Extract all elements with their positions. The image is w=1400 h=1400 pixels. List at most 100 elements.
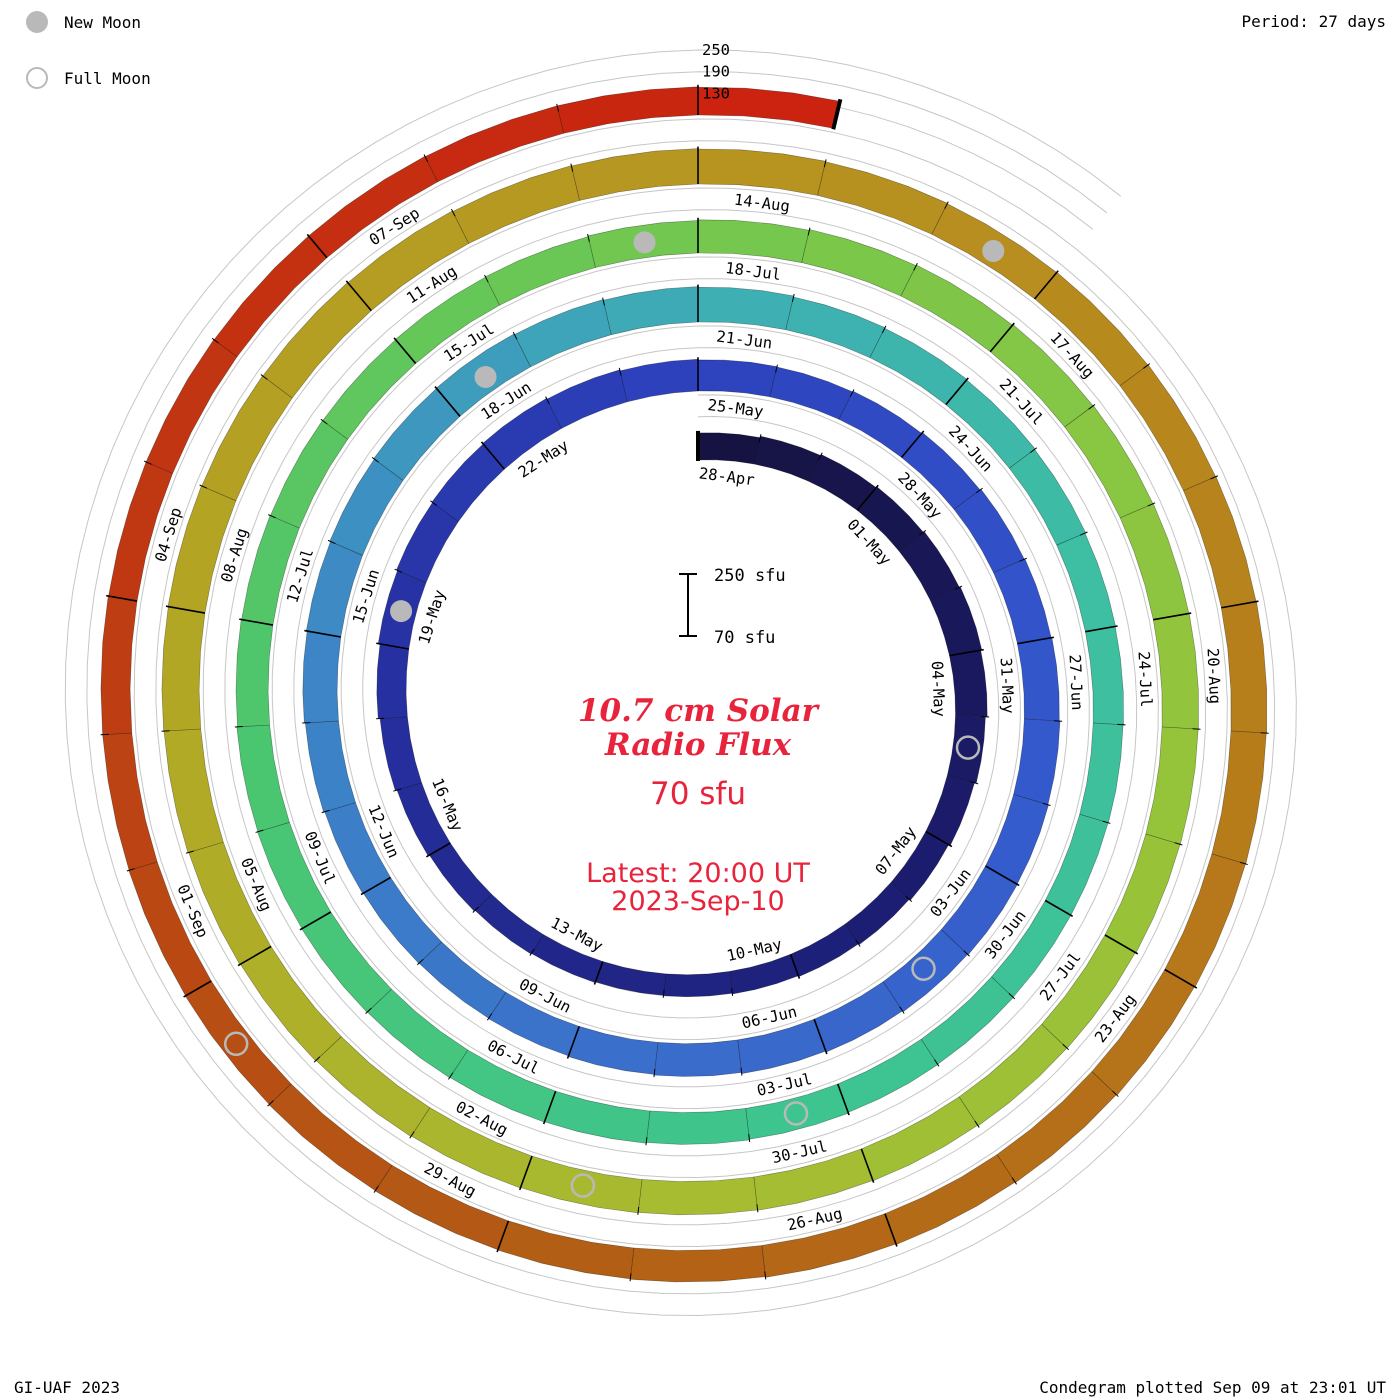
segment-divider: [884, 1213, 898, 1247]
segment-divider: [945, 377, 969, 406]
flux-axis-label-130: 130: [702, 84, 730, 102]
scale-bar-bottom-label: 70 sfu: [714, 628, 775, 648]
day-tick: [313, 1056, 321, 1063]
new-moon-marker: [982, 240, 1005, 263]
flux-day-segment: [629, 1245, 766, 1283]
day-tick: [199, 484, 208, 489]
day-tick: [645, 1137, 648, 1146]
flux-axis-label-250: 250: [702, 41, 730, 59]
segment-divider: [837, 1083, 850, 1116]
segment-divider: [1164, 968, 1198, 989]
legend-row-new-moon: New Moon: [26, 10, 151, 34]
flux-day-segment: [520, 1155, 643, 1214]
segment-divider: [299, 911, 332, 931]
day-tick: [970, 781, 979, 785]
day-tick: [807, 227, 811, 236]
segment-divider: [106, 594, 138, 602]
segment-divider: [1153, 612, 1192, 621]
date-label: 14-Aug: [733, 191, 791, 216]
segment-divider: [1221, 600, 1259, 609]
day-tick: [1079, 531, 1088, 536]
flux-day-segment: [790, 923, 859, 978]
legend-row-full-moon: Full Moon: [26, 66, 151, 90]
flux-day-segment: [753, 435, 822, 482]
new-moon-marker: [390, 600, 413, 623]
day-tick: [327, 539, 336, 545]
day-tick: [629, 1273, 632, 1282]
flux-day-segment: [837, 1038, 939, 1113]
date-label: 25-May: [707, 396, 765, 421]
day-tick: [740, 1067, 743, 1076]
day-tick: [268, 514, 276, 519]
chart-title: 10.7 cm Solar Radio Flux: [0, 694, 1396, 762]
segment-divider: [925, 830, 953, 848]
day-tick: [1011, 1177, 1017, 1185]
day-tick: [267, 1100, 274, 1107]
day-tick: [409, 1131, 415, 1139]
flux-gridline-190: [86, 71, 1276, 1295]
flux-day-segment: [1183, 476, 1257, 609]
day-tick: [587, 233, 590, 242]
day-tick: [963, 950, 970, 957]
day-tick: [211, 337, 219, 344]
date-label: 27-Jun: [1066, 654, 1087, 711]
day-tick: [899, 1006, 905, 1014]
day-tick: [260, 374, 268, 380]
day-tick: [791, 293, 795, 302]
day-tick: [255, 829, 264, 833]
full-moon-marker: [955, 735, 981, 760]
day-tick: [881, 325, 887, 334]
latest-time: Latest: 20:00 UT: [586, 858, 810, 889]
flux-day-segment: [817, 161, 948, 235]
new-moon-marker: [633, 231, 656, 254]
day-tick: [448, 1072, 454, 1080]
flux-day-segment: [769, 366, 854, 420]
full-moon-label: Full Moon: [64, 68, 151, 88]
segment-divider: [985, 865, 1020, 887]
segment-divider: [183, 980, 212, 998]
day-tick: [545, 396, 550, 405]
spiral-generated-layers: 28-Apr01-May04-May07-May10-May13-May16-M…: [64, 41, 1297, 1317]
segment-divider: [1033, 270, 1059, 300]
flux-day-segment: [167, 485, 237, 614]
day-tick: [954, 585, 963, 590]
segment-divider: [593, 961, 604, 985]
day-tick: [944, 201, 949, 209]
day-tick: [758, 434, 762, 443]
segment-divider: [542, 1090, 557, 1125]
segment-divider: [789, 954, 801, 979]
full-moon-marker: [911, 956, 936, 982]
flux-day-segment: [1056, 532, 1116, 633]
day-tick: [637, 1206, 640, 1215]
day-tick: [1008, 993, 1016, 1000]
flux-day-segment: [653, 1039, 742, 1077]
day-tick: [451, 208, 456, 217]
segment-divider: [496, 1220, 510, 1253]
segment-divider: [566, 1026, 580, 1059]
segment-divider: [1085, 625, 1118, 633]
segment-divider: [949, 648, 984, 657]
flux-day-segment: [697, 432, 761, 465]
day-tick: [934, 1059, 940, 1067]
day-tick: [731, 987, 734, 997]
flux-day-segment: [697, 359, 778, 398]
date-label: 18-Jul: [724, 259, 782, 284]
day-tick: [570, 163, 574, 172]
credit-label: GI-UAF 2023: [14, 1378, 120, 1397]
day-tick: [1112, 1090, 1119, 1097]
day-tick: [126, 868, 135, 872]
flux-axis-label-190: 190: [702, 63, 730, 81]
day-tick: [618, 367, 622, 376]
full-moon-marker: [570, 1173, 596, 1198]
period-label: Period: 27 days: [1241, 12, 1387, 31]
day-tick: [423, 154, 429, 162]
segment-divider: [434, 386, 461, 417]
flux-day-segment: [697, 286, 795, 331]
flux-day-segment: [301, 911, 392, 1013]
flux-day-segment: [884, 1154, 1016, 1246]
flux-day-segment: [201, 375, 293, 502]
day-tick: [1088, 404, 1096, 410]
flux-day-segment: [418, 941, 507, 1019]
segment-divider: [304, 629, 341, 638]
